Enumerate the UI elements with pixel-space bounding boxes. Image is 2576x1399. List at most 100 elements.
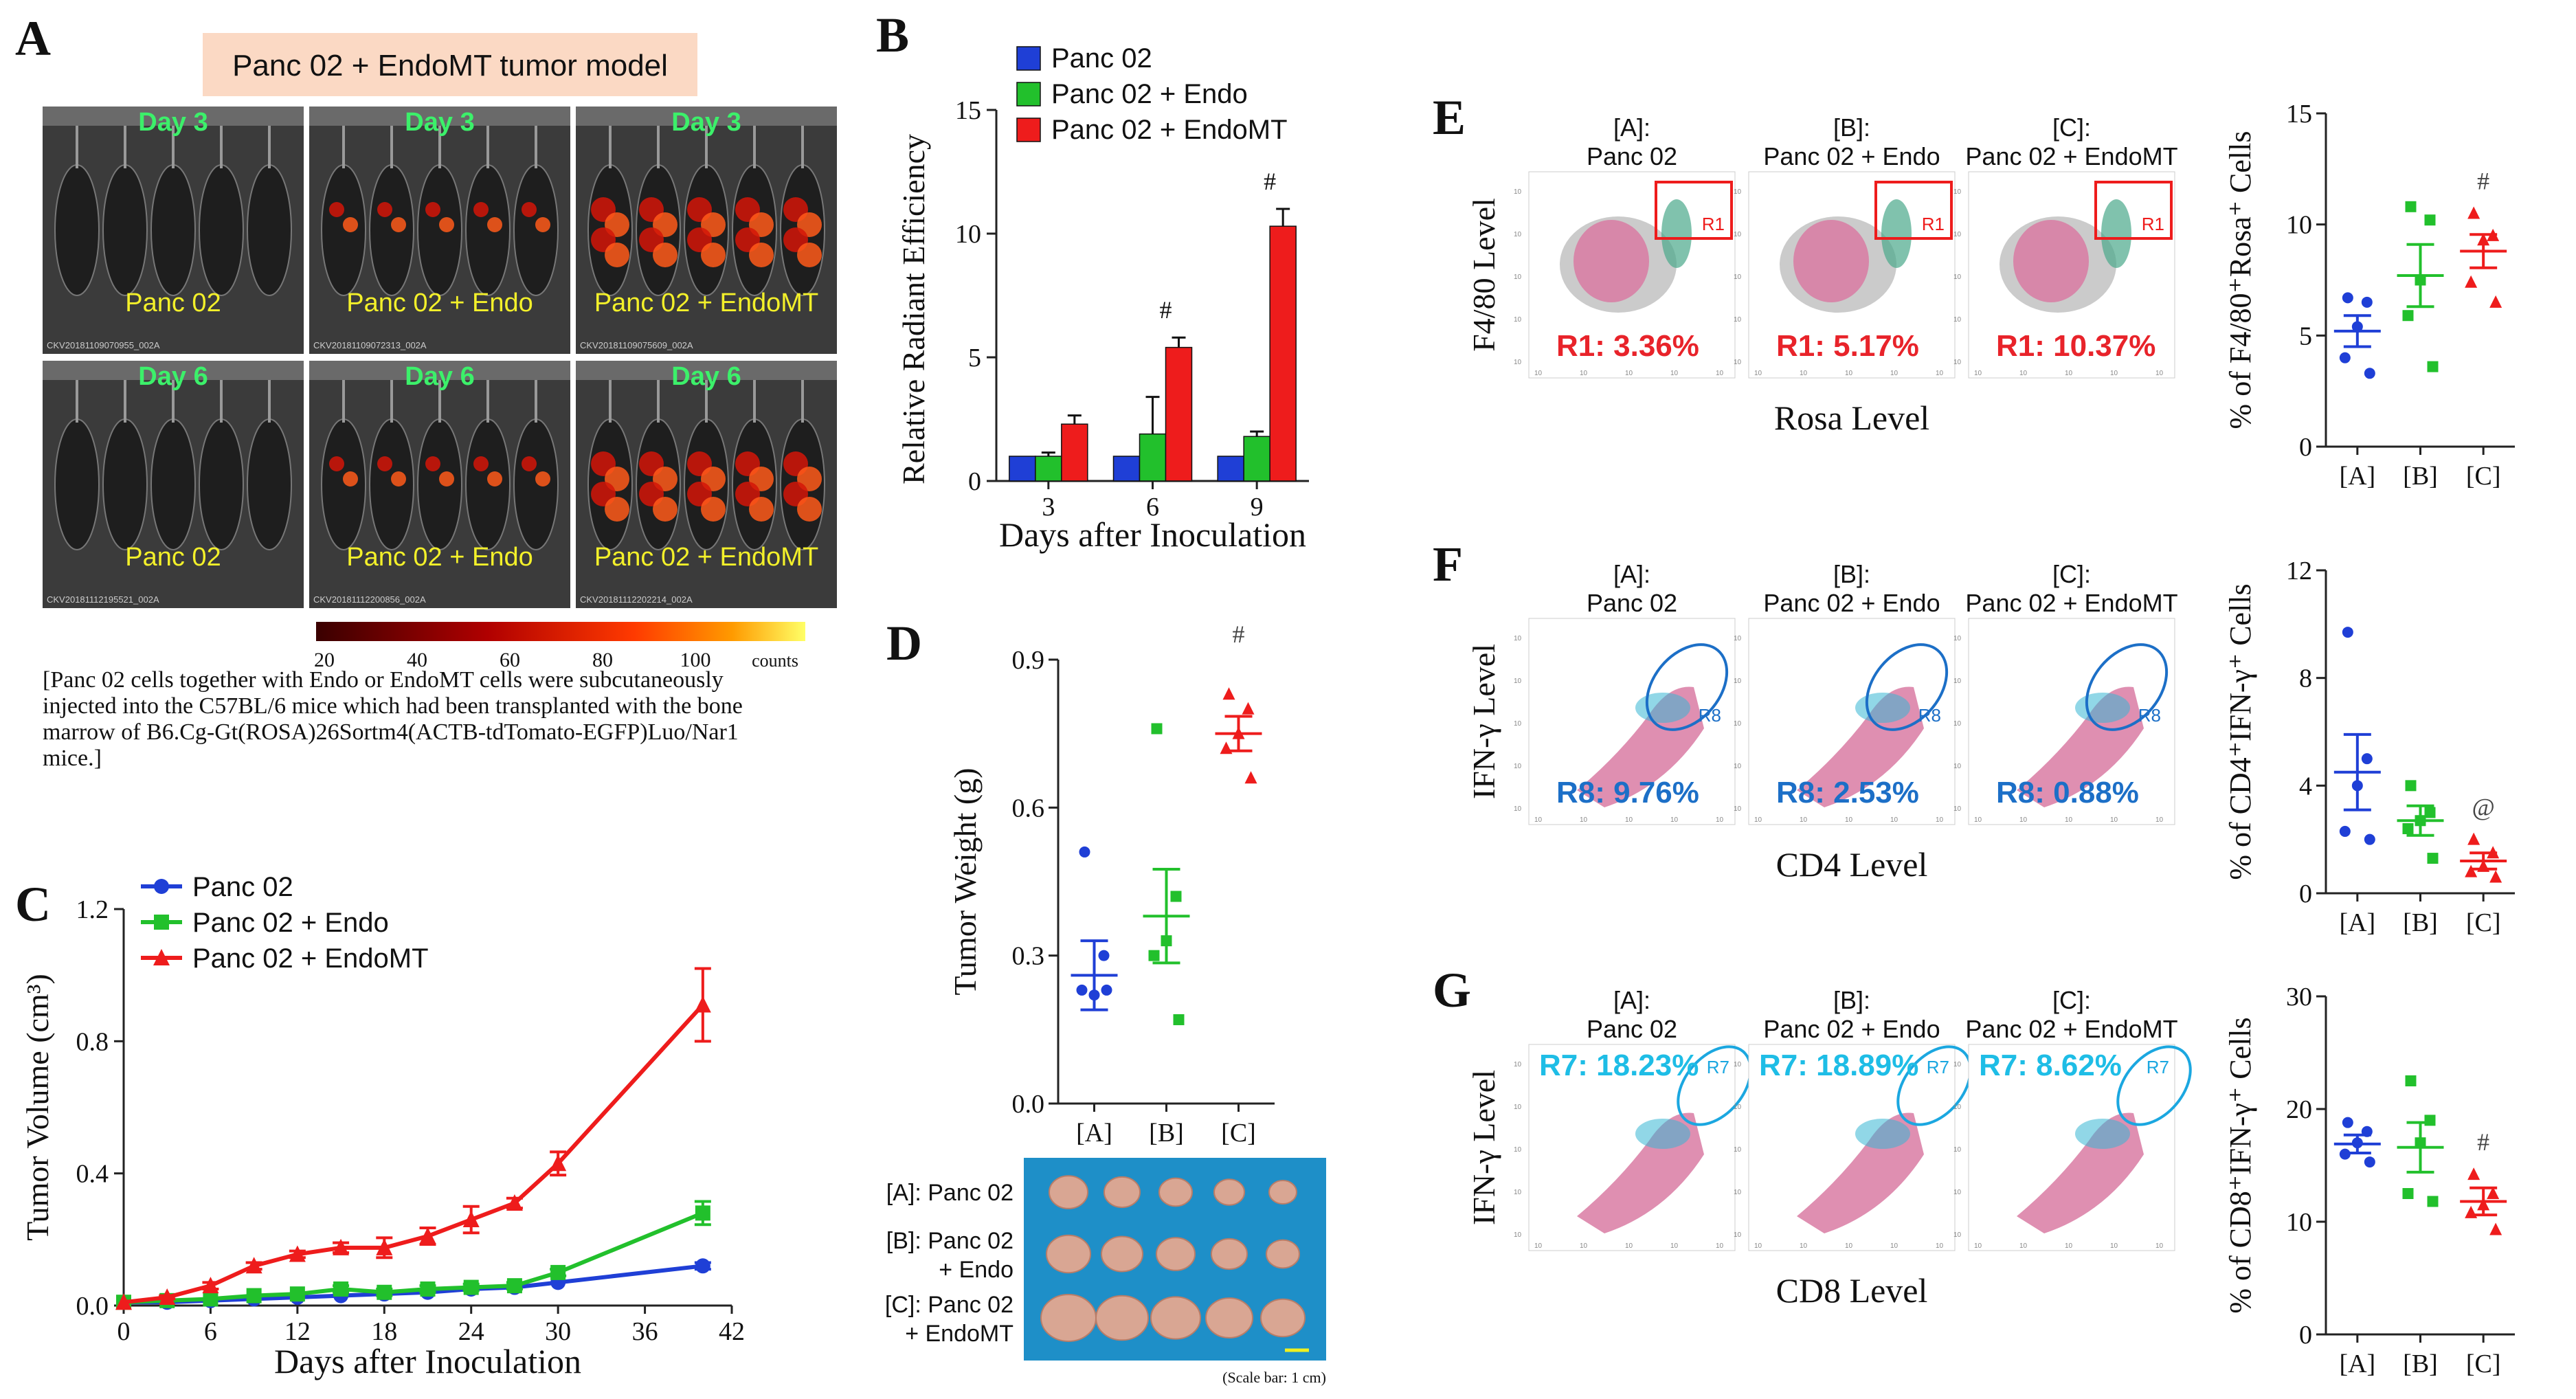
mouse-silhouette bbox=[321, 418, 366, 550]
data-point bbox=[2465, 864, 2478, 877]
flow-axis-tick: 10 bbox=[1953, 635, 1962, 642]
mouse-silhouette bbox=[247, 164, 292, 296]
mouse-silhouette bbox=[369, 418, 414, 550]
mouse-silhouette bbox=[513, 418, 559, 550]
gate-label: R7 bbox=[1927, 1057, 1949, 1077]
legend-label: Panc 02 + Endo bbox=[192, 908, 389, 938]
gate-label: R7 bbox=[2147, 1057, 2169, 1077]
data-point bbox=[1098, 950, 1110, 961]
gate-region bbox=[2085, 643, 2169, 731]
data-point bbox=[1242, 702, 1255, 715]
flow-axis-tick: 10 bbox=[1716, 816, 1724, 824]
fluorescence-spot bbox=[473, 202, 489, 217]
flow-axis-tick: 10 bbox=[1936, 370, 1944, 377]
flow-axis-tick: 10 bbox=[1514, 678, 1522, 685]
x-tick-label: 30 bbox=[545, 1317, 571, 1346]
data-point bbox=[1222, 687, 1235, 700]
x-axis-label: CD8 Level bbox=[1776, 1271, 1928, 1310]
data-point bbox=[2402, 823, 2414, 834]
flow-axis-tick: 10 bbox=[1890, 370, 1899, 377]
data-point bbox=[506, 1194, 523, 1211]
flow-axis-tick: 10 bbox=[1514, 188, 1522, 196]
x-tick-label: [B] bbox=[2403, 1350, 2438, 1378]
panel-letter-g: G bbox=[1433, 963, 1471, 1018]
gate-percentage: R1: 3.36% bbox=[1556, 329, 1699, 363]
data-point bbox=[694, 996, 711, 1013]
group-label: Panc 02 + EndoMT bbox=[594, 543, 818, 572]
flow-axis-tick: 10 bbox=[1580, 816, 1588, 824]
y-axis-label: IFN-γ Level bbox=[1466, 644, 1501, 799]
data-point bbox=[2405, 1075, 2417, 1086]
cell-cloud-gated bbox=[2075, 1119, 2130, 1149]
flow-axis-tick: 10 bbox=[1734, 1231, 1742, 1239]
fluorescence-spot bbox=[487, 217, 502, 232]
data-point bbox=[289, 1245, 306, 1262]
panel-a-caption: marrow of B6.Cg-Gt(ROSA)26Sortm4(ACTB-td… bbox=[43, 719, 739, 745]
data-point bbox=[202, 1277, 219, 1294]
flow-axis-tick: 10 bbox=[1514, 1061, 1522, 1068]
mouse-silhouette bbox=[417, 418, 462, 550]
y-tick-label: 15 bbox=[955, 96, 981, 125]
data-point bbox=[377, 1284, 392, 1300]
x-axis-label: Days after Inoculation bbox=[999, 515, 1306, 554]
fluorescence-spot bbox=[535, 471, 550, 486]
y-tick-label: 0.9 bbox=[1012, 646, 1045, 675]
data-point bbox=[2427, 1196, 2439, 1207]
flow-axis-tick: 10 bbox=[1734, 763, 1742, 770]
flow-axis-tick: 10 bbox=[1754, 1242, 1762, 1250]
flow-axis-tick: 10 bbox=[1716, 1242, 1724, 1250]
flow-axis-tick: 10 bbox=[1625, 370, 1633, 377]
data-point bbox=[245, 1257, 262, 1274]
cell-cloud-gated bbox=[1661, 199, 1692, 268]
colorbar-tick: 40 bbox=[407, 649, 427, 671]
significance-mark: # bbox=[2477, 1128, 2489, 1156]
data-point bbox=[2402, 310, 2414, 322]
flow-axis-tick: 10 bbox=[1625, 816, 1633, 824]
plot-title: Panc 02 + EndoMT bbox=[1965, 1015, 2177, 1043]
flow-axis-tick: 10 bbox=[1953, 1189, 1962, 1196]
flow-axis-tick: 10 bbox=[1953, 678, 1962, 685]
tumor bbox=[1158, 1177, 1193, 1207]
y-tick-label: 0.0 bbox=[1012, 1090, 1045, 1119]
tumor bbox=[1095, 1295, 1149, 1341]
legend-label: Panc 02 bbox=[192, 872, 293, 902]
panel-letter-b: B bbox=[876, 8, 909, 63]
flow-axis-tick: 10 bbox=[1800, 370, 1808, 377]
y-axis-label: % of F4/80⁺Rosa⁺ Cells bbox=[2224, 131, 2257, 429]
gate-percentage: R7: 18.89% bbox=[1759, 1049, 1918, 1082]
y-tick-label: 12 bbox=[2286, 557, 2312, 585]
data-point bbox=[550, 1264, 566, 1280]
flow-axis-tick: 10 bbox=[2065, 370, 2073, 377]
flow-axis-tick: 10 bbox=[2065, 816, 2073, 824]
data-point bbox=[463, 1279, 479, 1295]
fluorescence-spot bbox=[522, 456, 537, 471]
cell-cloud-gated bbox=[1855, 693, 1910, 723]
gate-region bbox=[1655, 181, 1733, 240]
x-tick-label: 24 bbox=[458, 1317, 484, 1346]
flow-axis-tick: 10 bbox=[1953, 805, 1962, 813]
cell-cloud-gated bbox=[2075, 693, 2130, 723]
x-axis-label: Rosa Level bbox=[1774, 399, 1929, 437]
mouse-silhouette bbox=[465, 164, 511, 296]
flow-axis-tick: 10 bbox=[2110, 1242, 2118, 1250]
y-tick-label: 0 bbox=[2299, 1321, 2312, 1350]
data-point bbox=[289, 1286, 305, 1302]
gate-label: R1 bbox=[1702, 214, 1725, 234]
gate-percentage: R7: 8.62% bbox=[1979, 1049, 2122, 1082]
plot-title: Panc 02 + EndoMT bbox=[1965, 142, 2177, 170]
mouse-silhouette bbox=[102, 418, 148, 550]
day-label: Day 3 bbox=[405, 108, 474, 137]
cell-cloud-gated bbox=[1635, 1119, 1690, 1149]
significance-mark: # bbox=[1160, 296, 1172, 324]
tumor-row-label: + EndoMT bbox=[905, 1321, 1013, 1347]
y-tick-label: 0 bbox=[2299, 880, 2312, 908]
holder-bar bbox=[576, 361, 837, 380]
tumor-row-label: [A]: Panc 02 bbox=[886, 1180, 1013, 1206]
legend-marker bbox=[153, 949, 170, 965]
flow-axis-tick: 10 bbox=[1974, 816, 1982, 824]
plot-title: [A]: bbox=[1613, 113, 1650, 142]
flow-axis-tick: 10 bbox=[1953, 188, 1962, 196]
y-tick-label: 0 bbox=[2299, 433, 2312, 462]
gate-percentage: R1: 10.37% bbox=[1996, 329, 2155, 363]
panel-letter-f: F bbox=[1433, 537, 1463, 592]
